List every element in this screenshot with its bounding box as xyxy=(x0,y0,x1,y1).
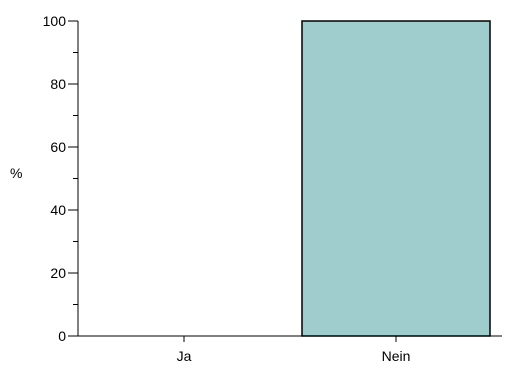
y-tick-label: 40 xyxy=(50,202,66,218)
y-tick-label: 100 xyxy=(43,13,67,29)
x-tick-label-nein: Nein xyxy=(382,348,411,364)
x-tick-label-ja: Ja xyxy=(177,348,192,364)
y-tick-label: 60 xyxy=(50,139,66,155)
bars-group xyxy=(301,20,491,337)
y-ticks-group: 0 20 40 60 80 100 xyxy=(43,13,78,344)
y-tick-label: 0 xyxy=(58,328,66,344)
bar-nein xyxy=(301,20,491,337)
y-tick-label: 80 xyxy=(50,76,66,92)
x-ticks-group: Ja Nein xyxy=(177,336,411,364)
y-axis-label: % xyxy=(10,165,22,181)
y-tick-label: 20 xyxy=(50,265,66,281)
